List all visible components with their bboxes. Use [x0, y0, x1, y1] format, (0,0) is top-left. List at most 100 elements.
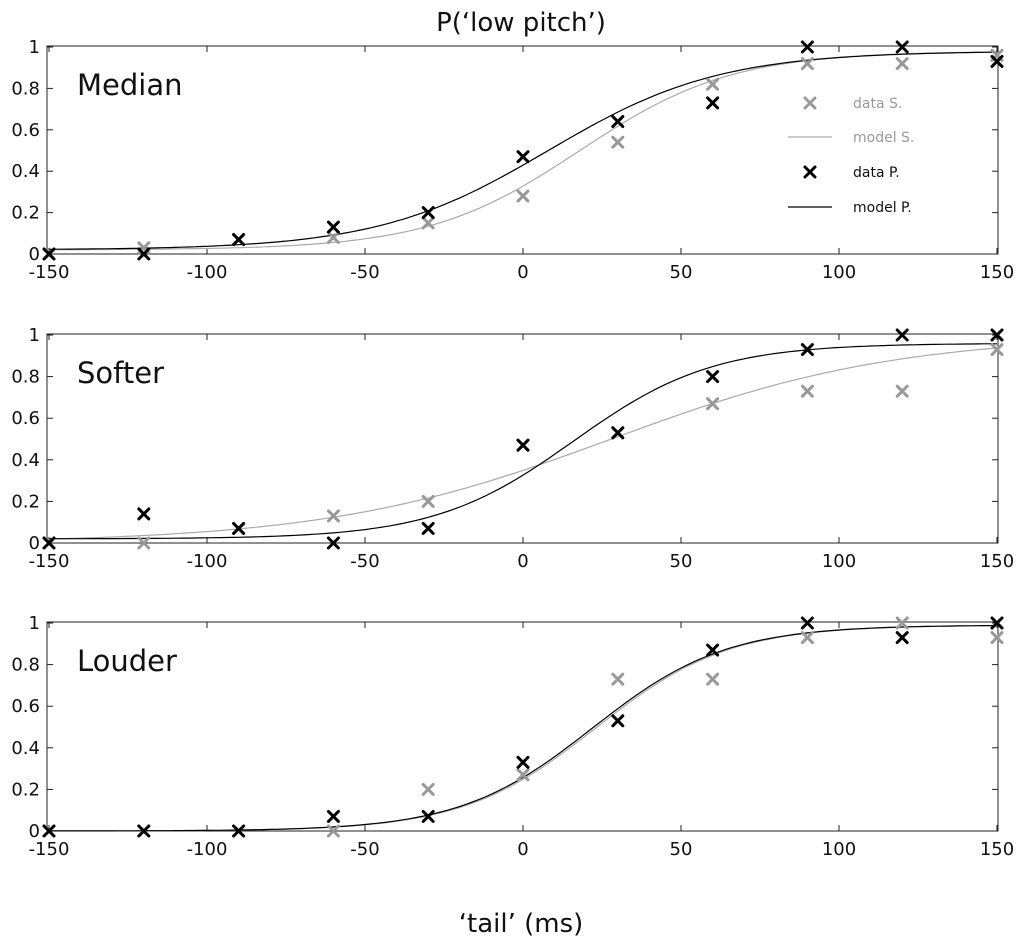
legend-x-marker — [803, 165, 817, 179]
data-p-marker — [42, 824, 56, 838]
data-p-marker — [421, 521, 435, 535]
data-p-marker — [990, 616, 1004, 630]
data-p-marker — [611, 115, 625, 129]
data-s-marker — [326, 509, 340, 523]
data-p-marker — [137, 507, 151, 521]
data-s-marker — [990, 343, 1004, 357]
data-p-marker — [800, 40, 814, 54]
x-tick-label: 100 — [822, 262, 856, 283]
y-tick-label: 0.6 — [11, 120, 40, 141]
x-tick-label: 50 — [670, 839, 693, 860]
x-tick-label: -100 — [187, 262, 228, 283]
data-s-marker — [706, 397, 720, 411]
legend-label: model P. — [853, 200, 912, 216]
data-p-marker — [137, 247, 151, 261]
data-p-marker — [232, 233, 246, 247]
legend-label: model S. — [853, 130, 914, 146]
data-s-marker — [326, 824, 340, 838]
x-tick-label: 150 — [980, 551, 1014, 572]
y-tick-label: 0.2 — [11, 491, 40, 512]
x-tick-label: -100 — [187, 839, 228, 860]
x-tick-label: -100 — [187, 551, 228, 572]
data-p-marker — [421, 206, 435, 220]
data-s-marker — [800, 631, 814, 645]
data-s-marker — [706, 77, 720, 91]
data-s-marker — [611, 672, 625, 686]
data-s-marker — [800, 57, 814, 71]
data-p-marker — [42, 536, 56, 550]
data-p-marker — [706, 96, 720, 110]
x-tick-label: 150 — [980, 839, 1014, 860]
data-p-marker — [611, 426, 625, 440]
y-tick-label: 0 — [29, 533, 40, 554]
model-p-curve — [49, 624, 998, 832]
panel-label: Median — [77, 68, 182, 102]
x-tick-label: 50 — [670, 262, 693, 283]
x-tick-label: 50 — [670, 551, 693, 572]
data-s-marker — [895, 616, 909, 630]
y-tick-label: 1 — [29, 37, 40, 58]
data-p-marker — [516, 755, 530, 769]
y-tick-label: 0 — [29, 821, 40, 842]
data-s-marker — [990, 631, 1004, 645]
panel-louder: -150 -100 -50 0 50 100 150 0 0.2 0.4 0.6 0.8 1 Louder — [11, 613, 1014, 860]
data-p-marker — [516, 438, 530, 452]
y-tick-label: 0.4 — [11, 450, 40, 471]
y-tick-label: 0 — [29, 244, 40, 265]
data-s-marker — [421, 494, 435, 508]
panel-softer: -150 -100 -50 0 50 100 150 0 0.2 0.4 0.6 0.8 1 Softer — [11, 325, 1014, 572]
x-tick-label: 100 — [822, 839, 856, 860]
plot-frame — [46, 333, 999, 544]
data-p-marker — [326, 809, 340, 823]
data-p-marker — [326, 220, 340, 234]
data-p-marker — [326, 536, 340, 550]
y-tick-label: 1 — [29, 613, 40, 634]
y-tick-label: 0.4 — [11, 738, 40, 759]
panel-median: -150 -100 -50 0 50 100 150 0 0.2 0.4 0.6 0.8 1 Median… — [11, 37, 1014, 283]
x-tick-label: 0 — [517, 839, 528, 860]
legend-x-marker — [803, 96, 817, 110]
data-p-marker — [232, 824, 246, 838]
chart-title: P(‘low pitch’) — [436, 8, 606, 38]
y-tick-label: 0.8 — [11, 78, 40, 99]
y-tick-label: 0.8 — [11, 655, 40, 676]
y-tick-label: 1 — [29, 325, 40, 346]
data-s-marker — [611, 135, 625, 149]
model-s-curve — [49, 51, 998, 251]
data-s-marker — [516, 189, 530, 203]
panel-label: Louder — [77, 644, 177, 678]
legend-label: data S. — [853, 96, 902, 112]
data-p-marker — [706, 643, 720, 657]
data-p-marker — [895, 40, 909, 54]
model-s-curve — [49, 625, 997, 832]
data-s-marker — [800, 384, 814, 398]
data-s-marker — [706, 672, 720, 686]
x-tick-label: 100 — [822, 551, 856, 572]
data-p-marker — [990, 328, 1004, 342]
y-tick-label: 0.2 — [11, 779, 40, 800]
y-tick-label: 0.8 — [11, 367, 40, 388]
data-p-marker — [42, 247, 56, 261]
data-p-marker — [137, 824, 151, 838]
x-tick-label: -50 — [350, 551, 379, 572]
x-tick-label: -150 — [29, 839, 70, 860]
x-tick-label: -50 — [350, 262, 379, 283]
y-tick-label: 0.6 — [11, 408, 40, 429]
data-p-marker — [611, 714, 625, 728]
data-s-marker — [326, 230, 340, 244]
x-axis-label: ‘tail’ (ms) — [459, 909, 584, 939]
x-tick-label: 0 — [517, 262, 528, 283]
legend: data S. model S. data P. model P. — [788, 96, 914, 216]
plot-frame — [46, 621, 999, 832]
data-p-marker — [990, 54, 1004, 68]
x-tick-label: 0 — [517, 551, 528, 572]
panel-label: Softer — [77, 356, 164, 390]
model-p-curve — [49, 343, 997, 540]
plot-frame — [46, 45, 999, 255]
data-p-marker — [232, 521, 246, 535]
panels-group: -150 -100 -50 0 50 100 15000.20.40.60.81Median… — [11, 37, 1014, 860]
x-tick-label: 150 — [980, 262, 1014, 283]
data-s-marker — [516, 768, 530, 782]
data-p-marker — [516, 150, 530, 164]
